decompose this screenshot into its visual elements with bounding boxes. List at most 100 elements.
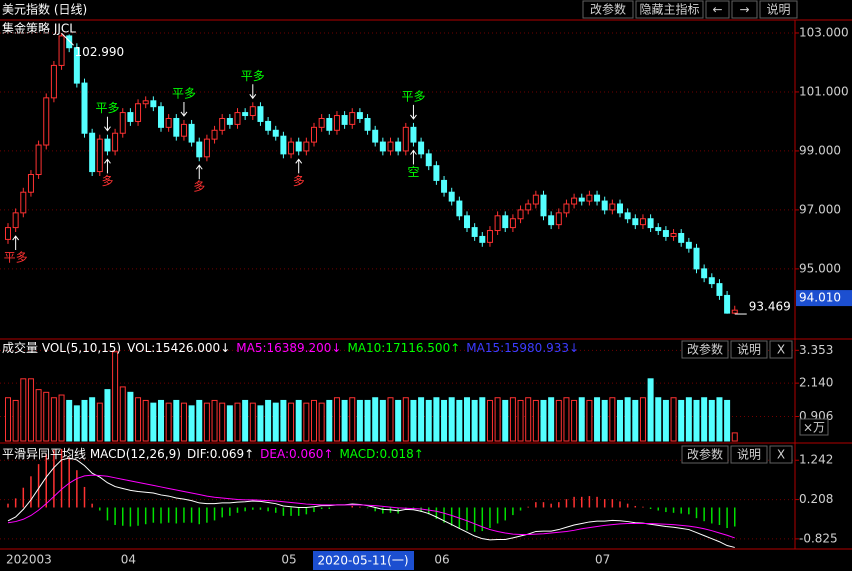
candle-body [372,129,379,143]
candle-body [119,112,126,134]
volume-bar [35,389,42,442]
candle-body [27,174,34,193]
volume-bar [379,399,386,442]
volume-bar [295,399,302,442]
volume-bar [96,402,103,442]
button-label[interactable]: 说明 [766,2,790,17]
volume-bar [486,399,493,442]
signal-label: 平多 [401,89,425,103]
volume-bar [708,399,715,442]
volume-bar [364,399,371,442]
button-label[interactable]: 隐藏主指标 [639,2,699,17]
button-label[interactable]: 改参数 [687,342,723,357]
volume-bar [303,402,310,442]
button[interactable] [730,445,768,464]
button[interactable] [769,445,793,464]
volume-bar [165,402,172,442]
min-label: 93.469 [749,300,791,314]
candle-body [58,35,65,66]
candle-body [249,106,256,117]
button[interactable] [705,0,730,19]
volume-bar [180,402,187,442]
candle-body [219,117,226,131]
volume-bar [540,399,547,442]
volume-bar [617,399,623,442]
button[interactable] [731,0,758,19]
candle-body [326,117,333,131]
button[interactable] [681,340,729,359]
signal-label: 多 [193,180,205,194]
candle-body [548,215,555,226]
volume-bar [678,399,685,442]
candle-body [517,209,524,220]
volume-bar [563,397,570,442]
candle-body [135,103,142,122]
volume-bar [693,399,700,442]
volume-bar [211,399,218,442]
candle-body [716,283,723,296]
candle-body [142,100,149,105]
x-tick-label: 04 [121,553,136,567]
button[interactable] [730,340,768,359]
button-label[interactable]: 说明 [737,342,761,357]
button[interactable] [759,0,798,19]
candle-body [387,141,394,152]
volume-bar [142,399,149,442]
volume-bar [433,397,440,442]
volume-bar [188,405,195,442]
x-tick-label: 05 [281,553,296,567]
volume-bar [349,397,356,442]
volume-bar [372,397,379,442]
volume-bar [234,402,241,442]
volume-bar [257,405,264,442]
volume-bar [356,399,363,442]
volume-bar [701,397,708,442]
volume-bar [555,399,562,442]
volume-bar [203,402,210,442]
candle-body [104,138,111,152]
candle-body [479,235,486,243]
volume-bar [333,397,340,442]
header-item: MA10:17116.500↑ [347,341,460,355]
header-item: 平滑异同平均线 MACD(12,26,9) [2,447,181,461]
candle-body [655,227,662,232]
candle-body [272,129,279,137]
candle-body [540,194,547,217]
candle-body [288,141,295,155]
volume-bar [724,399,731,442]
signal-arrow [249,84,257,100]
volume-bar [716,397,723,442]
button[interactable] [582,0,634,19]
signal-label: 多 [293,174,305,188]
candle-body [180,123,187,137]
candle-body [349,112,356,125]
candle-body [433,165,440,181]
button-label[interactable]: 改参数 [687,447,723,462]
button-label[interactable]: 改参数 [590,2,626,17]
volume-bar [670,397,677,442]
button-label[interactable]: → [739,3,749,17]
volume-bar [66,399,73,442]
y-tick-label: 1.242 [799,453,833,467]
button[interactable] [769,340,793,359]
volume-bar [639,397,646,442]
button-label[interactable]: X [777,448,785,462]
volume-bar [448,397,455,442]
signal-arrow [195,164,203,180]
volume-bar [112,351,119,442]
candle-body [158,106,164,128]
window-title: 美元指数 (日线) [2,2,87,17]
current-price-label: 94.010 [799,291,841,305]
candle-body [425,153,432,167]
volume-bar [158,399,164,442]
button-label[interactable]: X [777,343,785,357]
button-label[interactable]: 说明 [737,447,761,462]
candle-body [364,117,371,131]
candle-body [341,115,348,125]
button[interactable] [681,445,729,464]
button[interactable] [635,0,704,19]
candle-body [234,112,241,125]
candle-body [280,135,287,155]
button-label[interactable]: ← [712,3,722,17]
